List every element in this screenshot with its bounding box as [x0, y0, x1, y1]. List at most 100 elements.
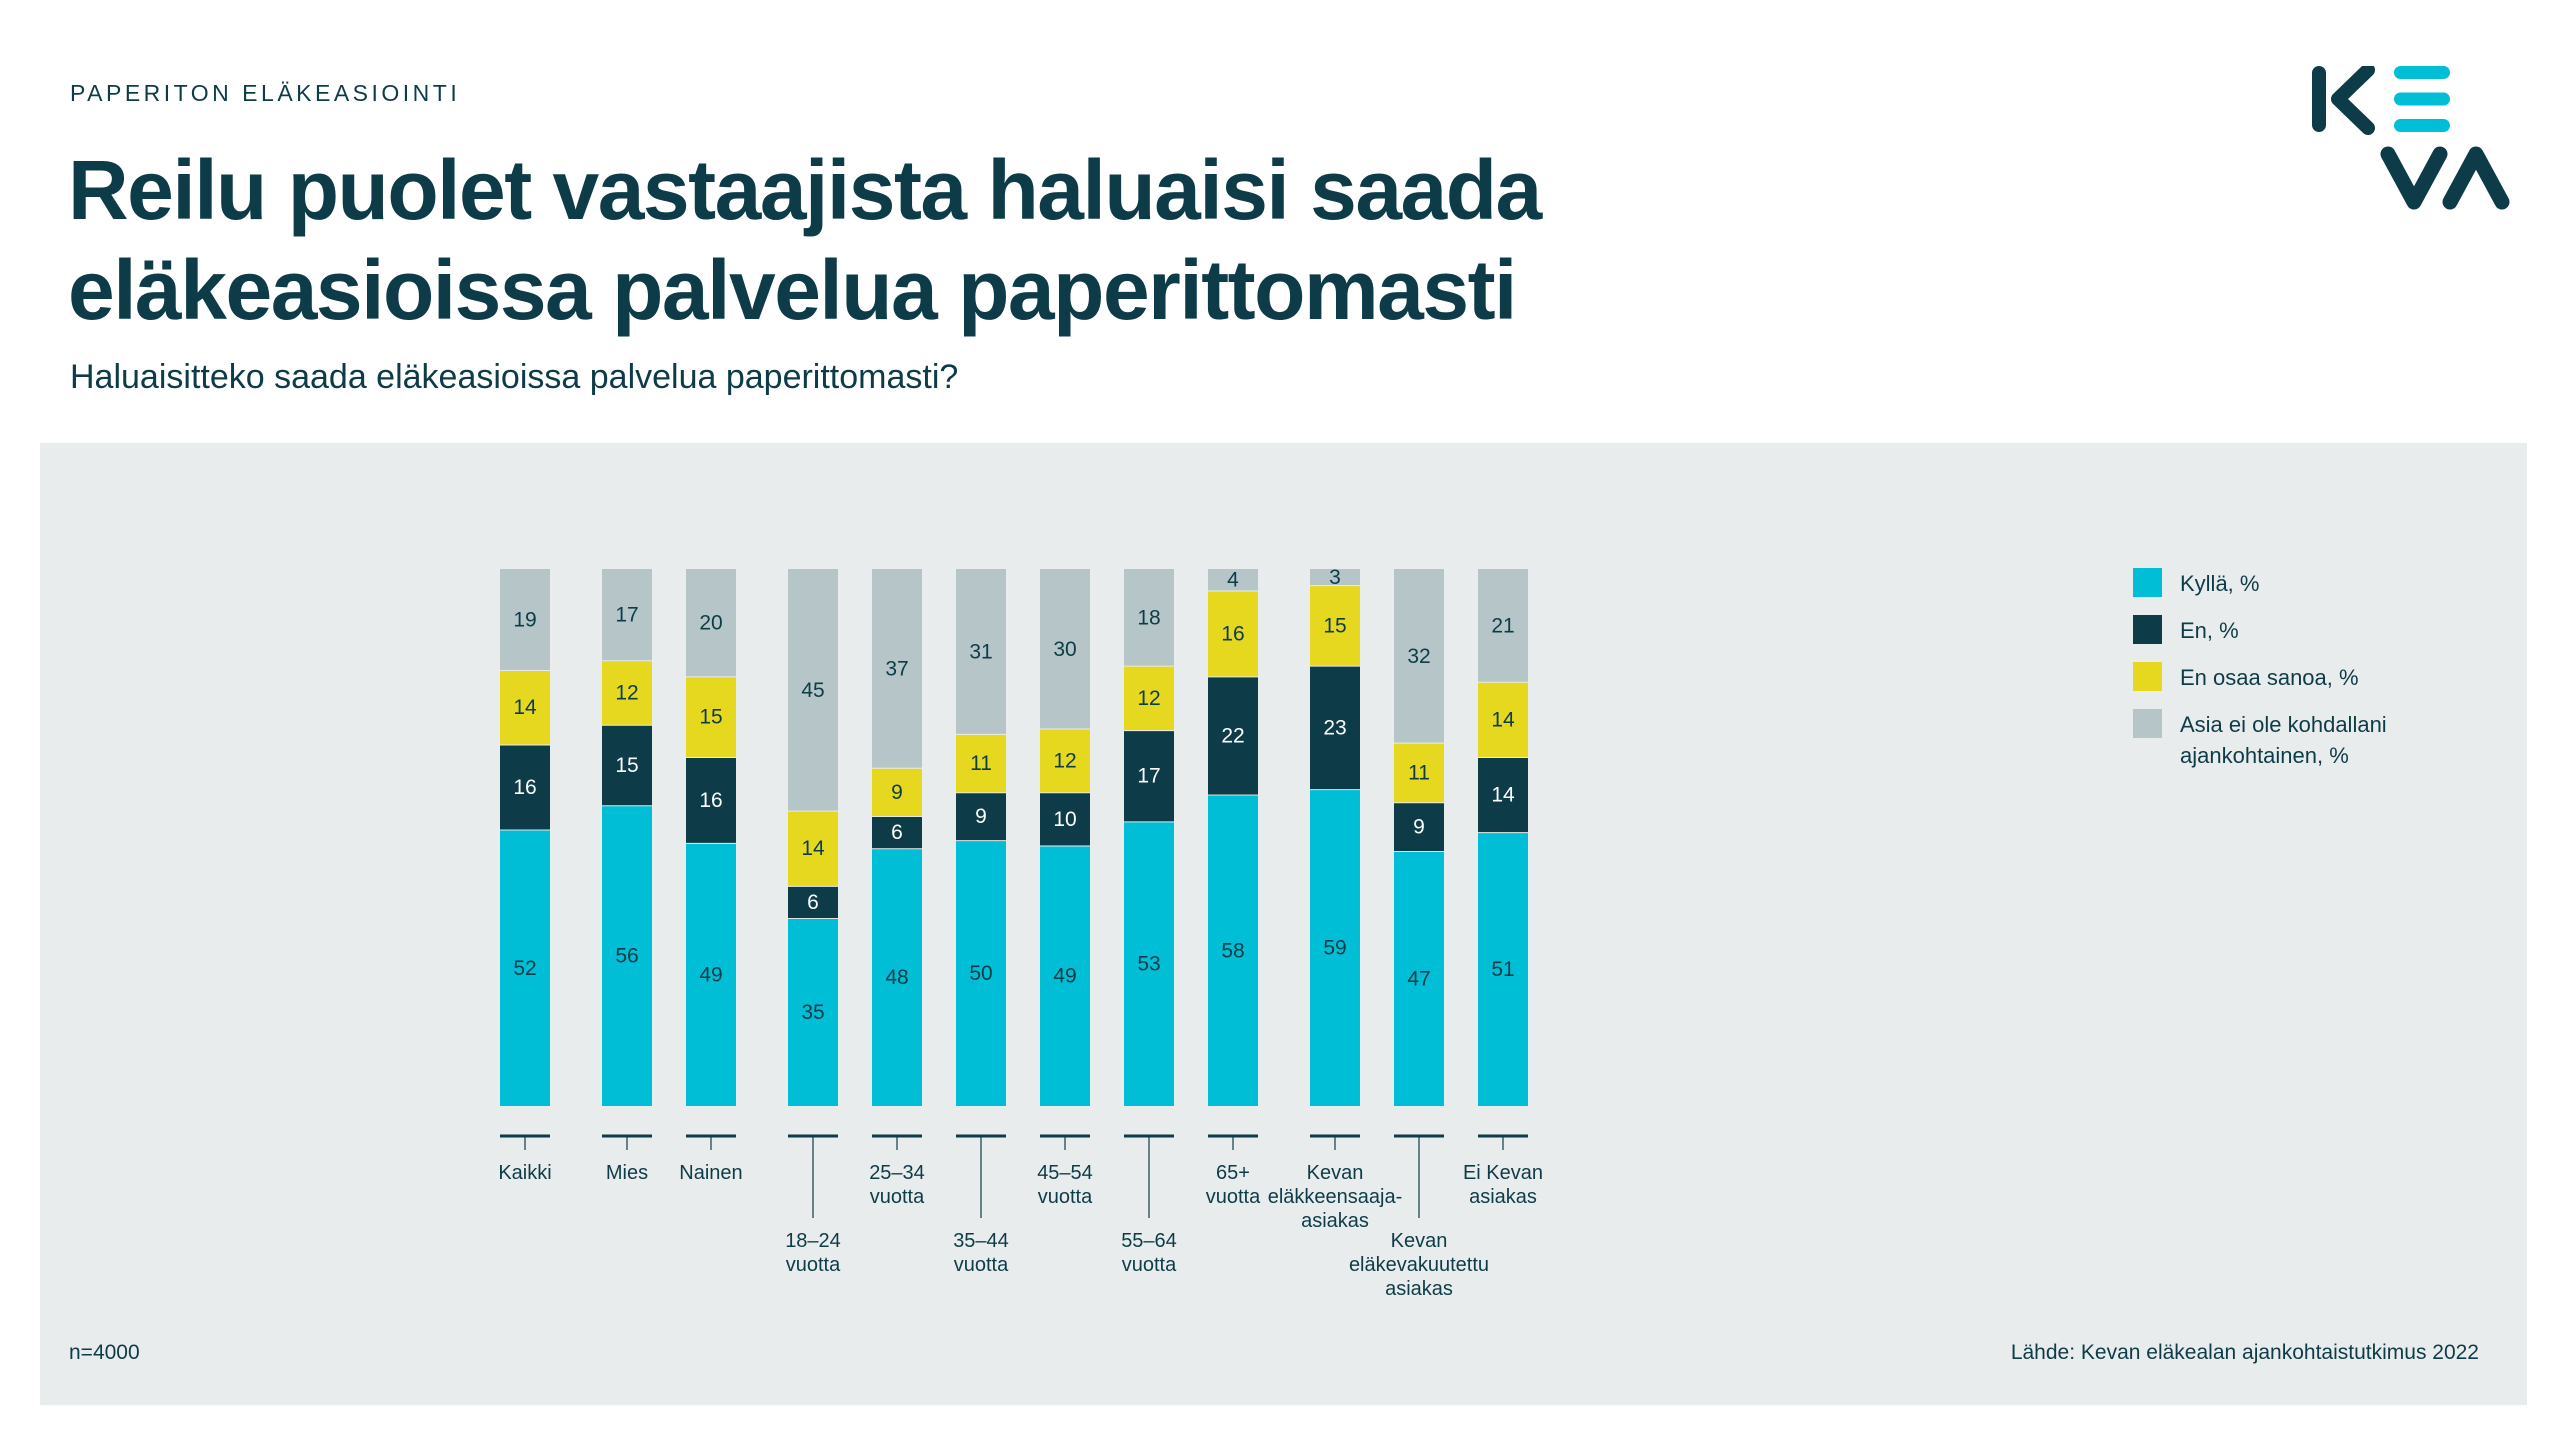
data-label: 31: [969, 640, 992, 663]
data-label: 20: [699, 612, 722, 635]
legend-label-kylla: Kyllä, %: [2180, 571, 2260, 596]
category-label: Kevan eläkevakuutettu asiakas: [1349, 1230, 1489, 1300]
bar-segment: [1310, 789, 1360, 1106]
keva-logo-mark: [2312, 63, 2510, 210]
category-label-line: vuotta: [1122, 1254, 1177, 1276]
data-label: 9: [891, 781, 903, 804]
bar-segment: [686, 842, 736, 1106]
bar-segment: [1478, 569, 1528, 682]
data-label: 21: [1491, 614, 1514, 637]
legend-label-en-osaa-sanoa: En osaa sanoa, %: [2180, 665, 2359, 690]
data-label: 14: [1491, 708, 1515, 731]
bar-segment: [956, 569, 1006, 734]
data-label: 23: [1323, 716, 1346, 739]
bar-segment: [1310, 585, 1360, 666]
data-label: 6: [807, 891, 819, 914]
legend-label-en: En, %: [2180, 618, 2239, 643]
bar-segment: [1394, 569, 1444, 743]
chart-panel: 52 16 14 19 Kaikki 56 15 12 17 Mies 49 16 15 20 Nainen…: [40, 443, 2527, 1405]
bar-segment: [1040, 569, 1090, 729]
data-label: 16: [699, 789, 722, 812]
bar-segment: [602, 660, 652, 725]
category-label-line: vuotta: [1038, 1186, 1093, 1208]
data-label: 14: [801, 837, 825, 860]
bar-segment: [1040, 792, 1090, 846]
bar-segment: [788, 810, 838, 886]
category-label-line: 65+: [1216, 1162, 1250, 1184]
data-label: 11: [970, 752, 992, 775]
data-label: 50: [969, 962, 992, 985]
bar-segment: [500, 569, 550, 671]
bar-segment: [1124, 569, 1174, 666]
category-label: Mies: [606, 1162, 648, 1184]
data-label: 12: [1053, 749, 1076, 772]
bar-segment: [1478, 681, 1528, 757]
bar-segment: [1310, 665, 1360, 790]
bar-segment: [1208, 794, 1258, 1106]
bar-segment: [1478, 832, 1528, 1106]
category-label-line: Kaikki: [498, 1162, 551, 1184]
bar-segment: [956, 792, 1006, 841]
data-label: 14: [513, 696, 537, 719]
data-label: 53: [1137, 953, 1160, 976]
category-label-line: asiakas: [1301, 1210, 1369, 1232]
category-label-line: eläkevakuutettu: [1349, 1254, 1489, 1276]
data-label: 15: [615, 754, 638, 777]
bar-segment: [1310, 569, 1360, 586]
category-label: 45–54 vuotta: [1037, 1162, 1093, 1208]
data-label: 32: [1407, 645, 1430, 668]
category-label: 35–44 vuotta: [953, 1230, 1009, 1276]
data-label: 9: [1413, 816, 1425, 839]
category-label-line: Mies: [606, 1162, 648, 1184]
category-label: Kaikki: [498, 1162, 551, 1184]
data-label: 30: [1053, 638, 1076, 661]
bar-segment: [872, 767, 922, 817]
legend-swatch-kylla: [2133, 568, 2162, 597]
legend-label-ei-ajankohtainen: Asia ei ole kohdallani ajankohtainen, %: [2180, 712, 2387, 768]
category-label-line: asiakas: [1385, 1278, 1453, 1300]
bar-segment: [788, 569, 838, 811]
bar-segment: [602, 569, 652, 661]
data-label: 56: [615, 945, 638, 968]
category-label-line: vuotta: [954, 1254, 1009, 1276]
category-label-line: vuotta: [870, 1186, 925, 1208]
data-label: 52: [513, 957, 536, 980]
legend-swatch-en: [2133, 615, 2162, 644]
bar-segment: [1124, 730, 1174, 822]
legend-swatch-ei-ajankohtainen: [2133, 709, 2162, 738]
bar-segment: [602, 805, 652, 1106]
keva-logo: [2310, 63, 2512, 221]
bar-segment: [602, 724, 652, 806]
data-label: 14: [1491, 784, 1515, 807]
bar-segment: [1394, 742, 1444, 803]
chart-title: Reilu puolet vastaajista haluaisi saada …: [68, 143, 1542, 337]
data-label: 49: [1053, 965, 1076, 988]
bar-segment: [1478, 756, 1528, 833]
data-label: 49: [699, 963, 722, 986]
bar-segment: [1394, 851, 1444, 1106]
bar-segment: [1124, 665, 1174, 731]
category-label-line: asiakas: [1469, 1186, 1537, 1208]
bar-segment: [686, 569, 736, 677]
bar-segment: [1394, 802, 1444, 852]
sample-size-note: n=4000: [69, 1341, 140, 1364]
bar-segment: [872, 848, 922, 1106]
data-label: 19: [513, 609, 536, 632]
stacked-bar-chart: 52161419Kaikki56151217Mies49161520Nainen…: [498, 566, 1543, 1300]
category-label: 55–64 vuotta: [1121, 1230, 1177, 1276]
category-label-line: 18–24: [785, 1230, 841, 1252]
category-label-line: 35–44: [953, 1230, 1009, 1252]
category-label-line: Nainen: [679, 1162, 742, 1184]
category-label: 25–34 vuotta: [869, 1162, 925, 1208]
bar-segment: [686, 756, 736, 843]
category-label-line: eläkkeensaaja-: [1268, 1186, 1403, 1208]
chart-subtitle: Haluaisitteko saada eläkeasioissa palvel…: [70, 358, 959, 396]
bar-segment: [956, 733, 1006, 793]
bar-segment: [1040, 845, 1090, 1106]
data-label: 48: [885, 966, 908, 989]
source-note: Lähde: Kevan eläkealan ajankohtaistutkim…: [2010, 1341, 2479, 1364]
bar-segment: [1208, 569, 1258, 591]
bar-segment: [788, 885, 838, 919]
bar-segment: [1208, 590, 1258, 677]
bar-segment: [500, 744, 550, 830]
